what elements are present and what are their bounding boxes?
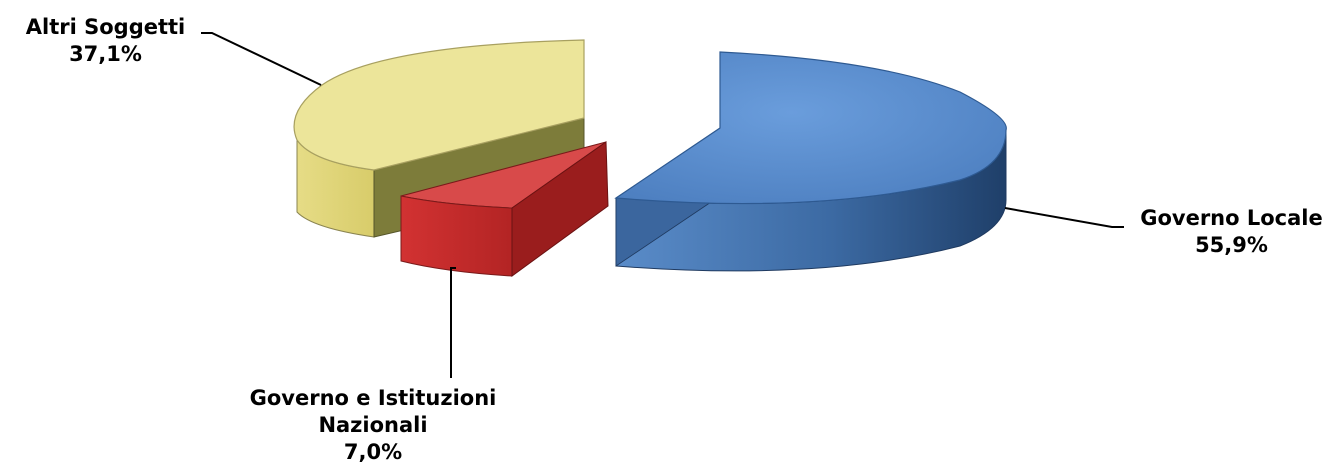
label-nazionali-pct: 7,0% [343,440,403,464]
leader-line-altri [201,32,322,86]
leader-line-nazionali [450,267,456,378]
label-altri-soggetti: Altri Soggetti 37,1% [8,14,203,68]
slice-governo-nazionali [400,141,609,277]
leader-line-locale [1004,207,1124,228]
label-nazionali-line2: Nazionali [318,413,428,437]
label-locale-pct: 55,9% [1195,233,1268,257]
label-locale-name: Governo Locale [1140,206,1323,230]
slice-nazionali-front [400,195,513,277]
slice-nazionali-side [511,141,609,277]
label-altri-pct: 37,1% [69,42,142,66]
label-nazionali-line1: Governo e Istituzioni [249,386,497,410]
slice-governo-locale [614,51,1007,272]
label-governo-nazionali: Governo e Istituzioni Nazionali 7,0% [228,385,518,466]
label-governo-locale: Governo Locale 55,9% [1124,205,1339,259]
label-altri-name: Altri Soggetti [25,15,186,39]
slice-locale-top [614,51,1007,205]
slice-altri-top [293,39,585,171]
